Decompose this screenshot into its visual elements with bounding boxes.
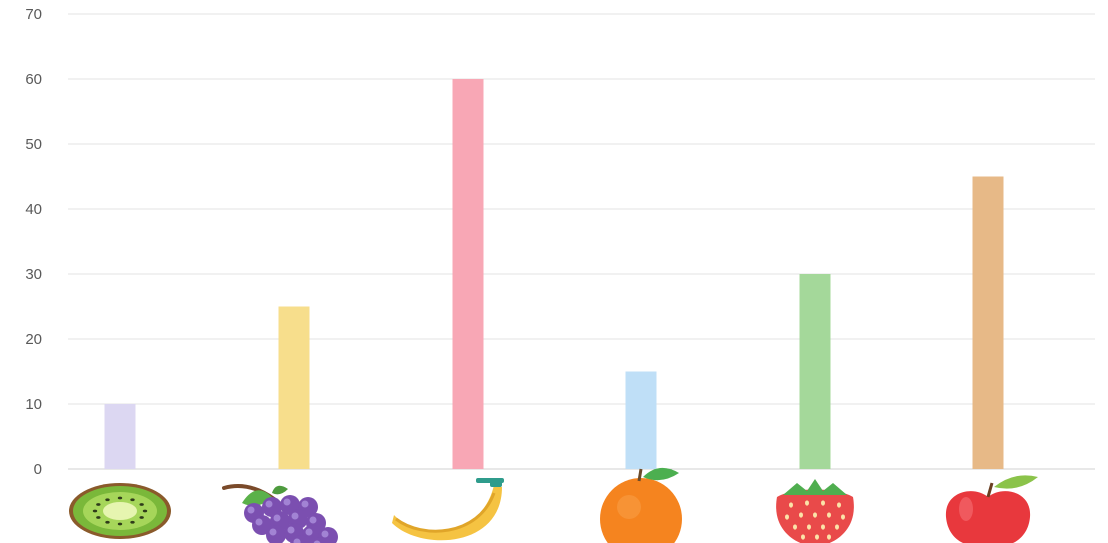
bars [104, 79, 1004, 469]
gridlines [68, 13, 1095, 470]
grapes-icon [222, 484, 338, 543]
bar-kiwi [104, 404, 136, 469]
bar-apple [972, 176, 1004, 469]
bar-banana [452, 79, 484, 469]
y-tick-label: 70 [25, 6, 42, 23]
apple-icon [945, 475, 1038, 543]
bar-orange [625, 371, 657, 469]
bar-grapes [278, 306, 310, 469]
y-tick-label: 20 [25, 331, 42, 348]
category-icons [69, 467, 1038, 543]
banana-icon [392, 478, 504, 541]
orange-icon [600, 467, 682, 543]
bar-strawberry [799, 274, 831, 469]
y-axis-tick-labels: 0 10 20 30 40 50 60 70 [25, 6, 42, 478]
y-tick-label: 10 [25, 396, 42, 413]
y-tick-label: 60 [25, 71, 42, 88]
y-tick-label: 30 [25, 266, 42, 283]
y-tick-label: 50 [25, 136, 42, 153]
strawberry-icon [776, 479, 854, 543]
y-tick-label: 0 [34, 461, 42, 478]
y-tick-label: 40 [25, 201, 42, 218]
kiwi-icon [69, 483, 171, 539]
